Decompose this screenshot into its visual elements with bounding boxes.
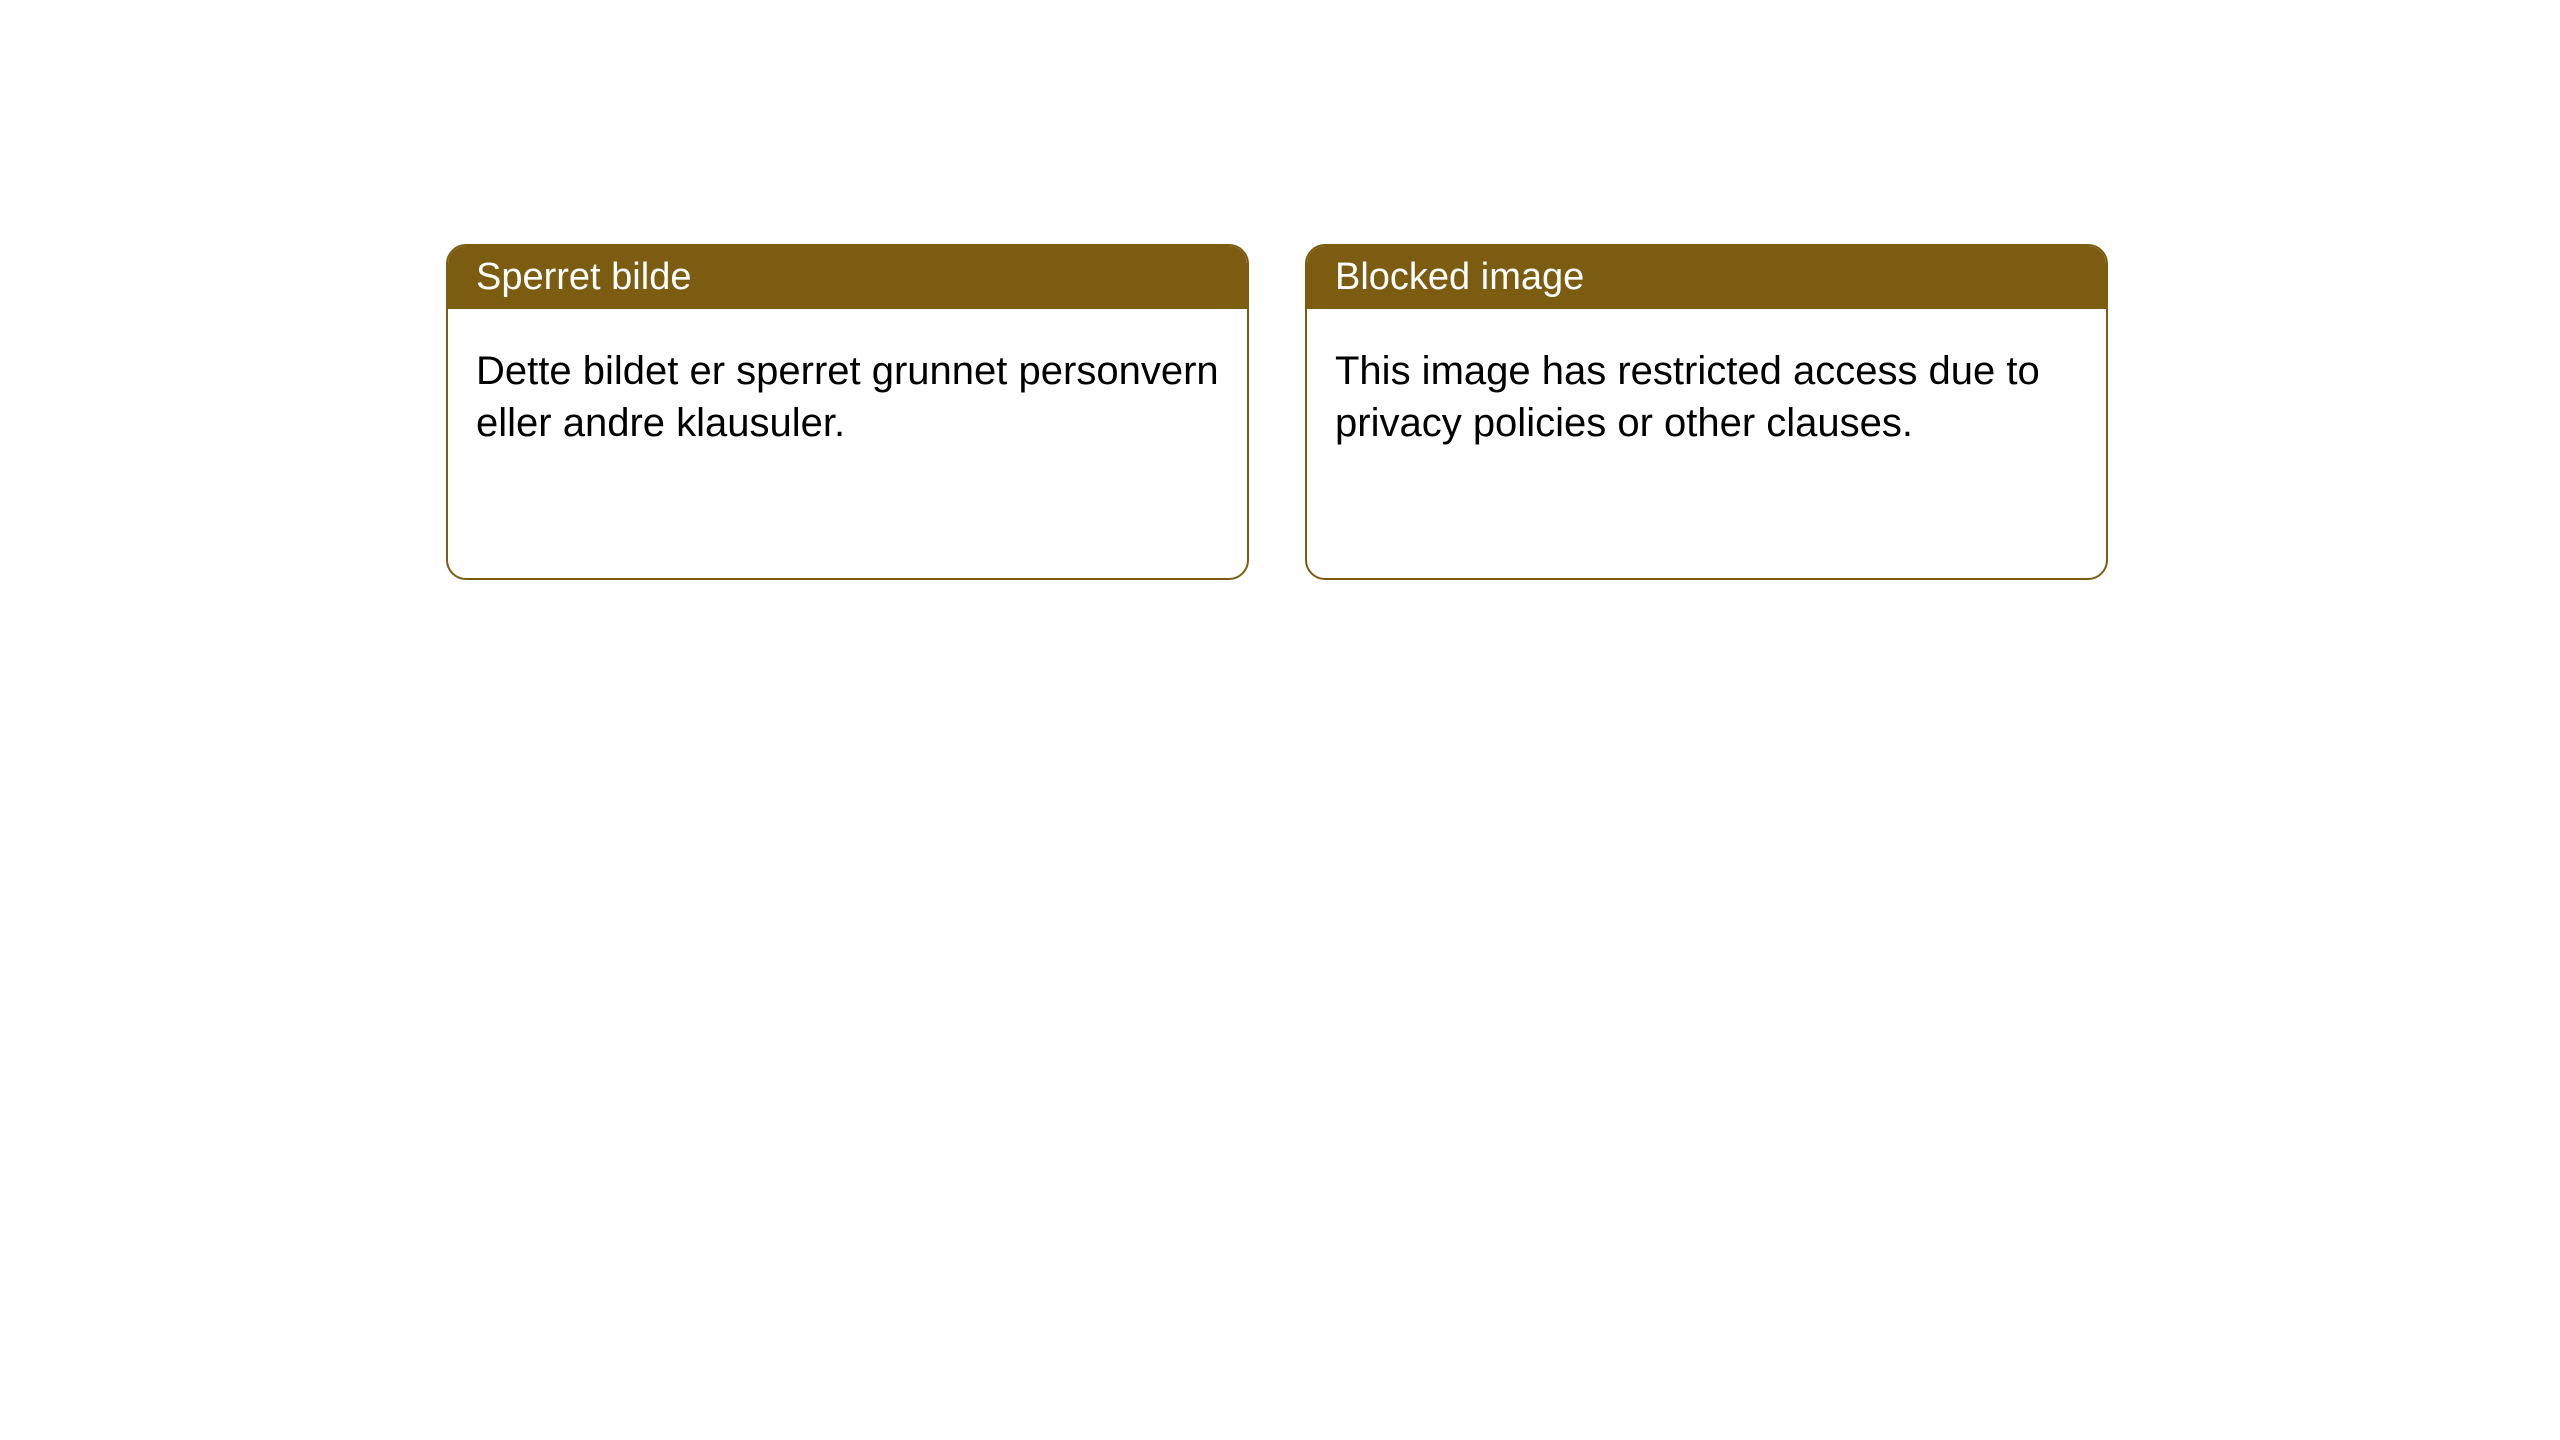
card-message: Dette bildet er sperret grunnet personve… [476,349,1219,445]
card-body: Dette bildet er sperret grunnet personve… [448,309,1247,485]
cards-container: Sperret bilde Dette bildet er sperret gr… [0,0,2560,580]
blocked-image-card-english: Blocked image This image has restricted … [1305,244,2108,580]
card-title: Sperret bilde [476,256,691,298]
card-body: This image has restricted access due to … [1307,309,2106,485]
card-header: Blocked image [1307,246,2106,309]
card-message: This image has restricted access due to … [1335,349,2040,445]
card-header: Sperret bilde [448,246,1247,309]
card-title: Blocked image [1335,256,1584,298]
blocked-image-card-norwegian: Sperret bilde Dette bildet er sperret gr… [446,244,1249,580]
